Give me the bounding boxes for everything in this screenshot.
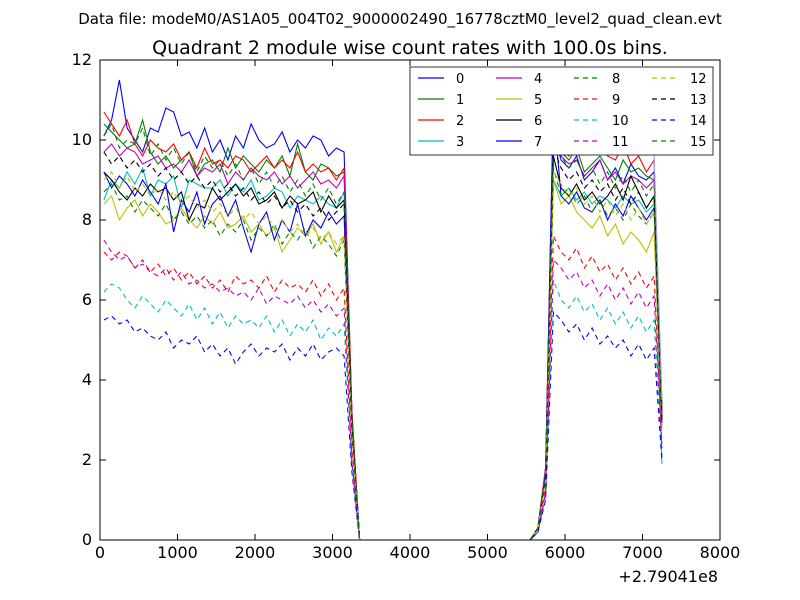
series-line-6 [103,155,663,540]
x-tick-label: 3000 [312,543,353,562]
x-tick-label: 4000 [390,543,431,562]
legend-label-7: 7 [534,135,542,150]
series-line-15 [103,122,663,540]
x-axis: 0 1000 2000 3000 4000 5000 6000 7000 8000 [95,60,740,562]
legend-label-15: 15 [690,135,707,150]
y-tick-label: 2 [82,450,92,469]
legend-label-1: 1 [456,93,464,108]
series-line-14 [103,310,663,540]
y-tick-label: 6 [82,290,92,309]
series-line-4 [103,99,663,540]
x-tick-label: 2000 [235,543,276,562]
legend-label-6: 6 [534,114,542,129]
x-tick-label: 7000 [622,543,663,562]
x-tick-label: 5000 [467,543,508,562]
legend-label-3: 3 [456,135,464,150]
legend-label-10: 10 [612,114,629,129]
chart-title: Quadrant 2 module wise count rates with … [152,37,668,59]
y-tick-label: 8 [82,210,92,229]
x-tick-label: 0 [95,543,105,562]
legend-label-8: 8 [612,72,620,87]
figure-suptitle: Data file: modeM0/AS1A05_004T02_90000024… [78,10,722,29]
series-line-11 [103,239,663,540]
series-line-12 [103,170,663,540]
series-line-2 [103,111,663,540]
y-tick-label: 10 [72,130,92,149]
legend-frame [409,66,714,156]
series-line-3 [103,166,663,540]
legend-label-14: 14 [690,114,707,129]
legend-label-4: 4 [534,72,542,87]
x-tick-label: 8000 [700,543,741,562]
series-line-10 [103,279,663,540]
y-tick-label: 4 [82,370,92,389]
legend-label-0: 0 [456,72,464,87]
legend-label-13: 13 [690,93,707,108]
legend-label-5: 5 [534,93,542,108]
legend-label-9: 9 [612,93,620,108]
x-tick-label: 6000 [545,543,586,562]
x-tick-label: 1000 [157,543,198,562]
y-tick-label: 0 [82,530,92,549]
y-tick-label: 12 [72,50,92,69]
series-line-7 [103,107,663,540]
legend-label-12: 12 [690,72,707,87]
series-line-9 [103,235,663,540]
legend-label-11: 11 [612,135,629,150]
x-offset-label: +2.79041e8 [618,567,718,586]
legend-label-2: 2 [456,114,464,129]
